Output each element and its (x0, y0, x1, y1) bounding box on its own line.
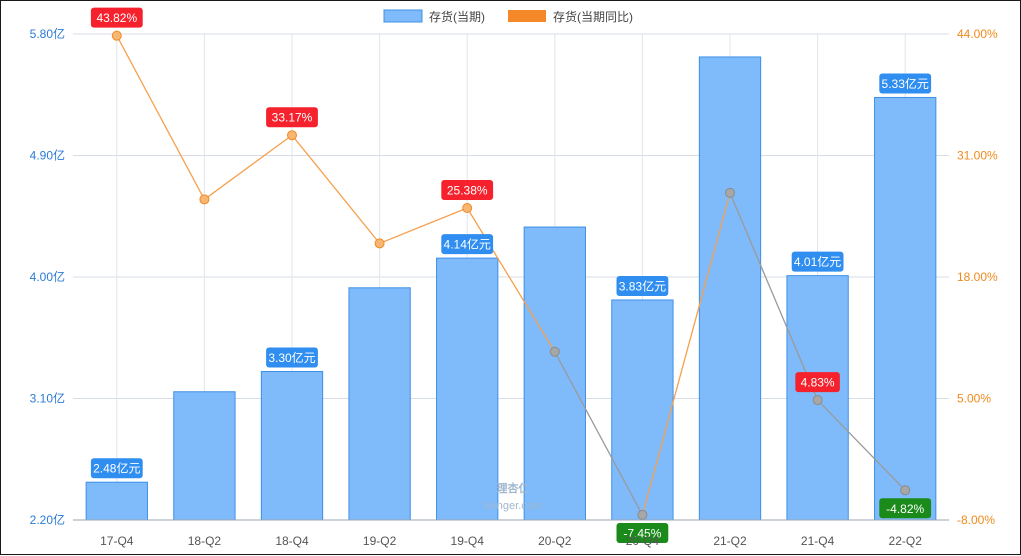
x-axis-tick: 17-Q4 (100, 534, 134, 548)
line-data-label-bg (795, 372, 840, 393)
legend-label-line: 存货(当期同比) (553, 9, 633, 24)
bar-data-label: 4.14亿元 (441, 234, 494, 255)
x-axis-tick: 19-Q4 (451, 534, 485, 548)
line-data-label: 43.82% (90, 7, 143, 28)
line-point (111, 30, 122, 41)
line-data-label: 33.17% (266, 107, 318, 128)
line-point (462, 203, 473, 214)
bar-data-label-bg (90, 458, 143, 479)
bar (874, 96, 937, 521)
line-data-label: 4.83% (795, 372, 840, 393)
line-segment (204, 134, 293, 200)
line-data-label: -7.45% (616, 523, 669, 543)
x-axis-tick: 22-Q2 (889, 534, 923, 548)
right-axis-tick: 31.00% (957, 149, 998, 163)
bar-data-label-text: 4.01亿元 (794, 254, 841, 269)
line-data-label: 25.38% (441, 180, 494, 201)
line-segment (729, 192, 819, 401)
bar (260, 371, 324, 521)
left-axis-tick: 2.20亿 (30, 512, 65, 527)
line-point (725, 187, 735, 198)
bar-data-label-bg (616, 275, 669, 296)
line-data-label-text: -7.45% (623, 527, 661, 541)
bar-data-label-bg (879, 73, 932, 94)
line-segment (466, 207, 556, 353)
bar-data-label: 3.30亿元 (266, 347, 318, 368)
line-data-label-bg (266, 107, 318, 128)
bar (611, 299, 674, 521)
x-axis-tick: 18-Q2 (188, 534, 222, 548)
line-point (812, 395, 823, 406)
line-segment (116, 35, 205, 200)
watermark-en: lixinger.com (484, 500, 542, 512)
left-axis-tick: 3.10亿 (30, 391, 65, 406)
bar-data-label-text: 3.30亿元 (268, 350, 315, 365)
line-data-label-text: 4.83% (801, 376, 835, 390)
line-segment (817, 399, 906, 491)
line-point (549, 346, 560, 357)
x-axis-tick: 20-Q2 (538, 534, 572, 548)
line-series (111, 30, 911, 520)
bar (348, 287, 411, 521)
line-point (374, 238, 385, 249)
bar-data-label: 3.83亿元 (616, 275, 669, 296)
legend-label-bars: 存货(当期) (429, 9, 485, 24)
data-labels: 2.48亿元 3.30亿元 4.14亿元 3.83亿元 4.01亿元 5.33亿元 43.8… (90, 7, 932, 543)
x-axis-tick: 20-Q4 (626, 534, 660, 548)
line-segment (641, 192, 731, 516)
line-point (287, 130, 297, 141)
left-axis-tick: 5.80亿 (30, 26, 65, 41)
right-axis-tick: -8.00% (957, 513, 995, 527)
line-data-label-bg (90, 7, 143, 28)
bar-data-label-text: 3.83亿元 (619, 278, 666, 293)
bar (436, 257, 499, 521)
bar-data-label-text: 5.33亿元 (882, 76, 929, 91)
line-data-label-text: -4.82% (886, 502, 924, 516)
bar-data-label-bg (266, 347, 318, 368)
left-axis-tick: 4.00亿 (30, 269, 65, 284)
line-data-label-text: 25.38% (447, 184, 488, 198)
right-axis-tick: 5.00% (957, 392, 991, 406)
bar-data-label-bg (441, 234, 494, 255)
bar-data-label: 5.33亿元 (879, 73, 932, 94)
axes: 2.20亿 -8.00% 3.10亿 5.00% 4.00亿 18.00% 4.90亿 31.… (30, 26, 998, 548)
bar-data-label-text: 2.48亿元 (93, 461, 140, 476)
line-data-label-bg (879, 498, 932, 519)
x-axis-tick: 18-Q4 (275, 534, 309, 548)
line-data-label: -4.82% (879, 498, 932, 519)
watermark-cn: 理杏仁 (497, 481, 530, 495)
line-segment (291, 134, 381, 244)
line-point (637, 509, 648, 520)
bar-data-label-bg (791, 251, 844, 272)
bar (173, 391, 236, 521)
line-data-label-text: 33.17% (272, 111, 313, 125)
line-point (199, 194, 210, 205)
line-point (900, 485, 911, 496)
bar (85, 481, 148, 521)
legend-swatch-bars (383, 9, 423, 23)
legend-swatch-line (508, 10, 546, 22)
bar-data-label: 4.01亿元 (791, 251, 844, 272)
x-axis-tick: 21-Q2 (713, 534, 747, 548)
bar (523, 226, 586, 521)
bar (698, 56, 762, 521)
right-axis-tick: 18.00% (957, 270, 998, 284)
line-data-label-bg (616, 523, 669, 543)
watermark: 理杏仁 lixinger.com (484, 481, 542, 512)
bar-data-label: 2.48亿元 (90, 458, 143, 479)
legend[interactable]: 存货(当期) 存货(当期同比) (383, 9, 633, 24)
line-segment (379, 207, 468, 244)
line-segment (554, 351, 643, 516)
line-data-label-text: 43.82% (96, 11, 137, 25)
right-axis-tick: 44.00% (957, 27, 998, 41)
x-axis-tick: 19-Q2 (363, 534, 397, 548)
bar-series (85, 56, 937, 521)
line-data-label-bg (441, 180, 494, 201)
x-axis-tick: 21-Q4 (801, 534, 835, 548)
left-axis-tick: 4.90亿 (30, 148, 65, 163)
bar-data-label-text: 4.14亿元 (444, 237, 491, 252)
